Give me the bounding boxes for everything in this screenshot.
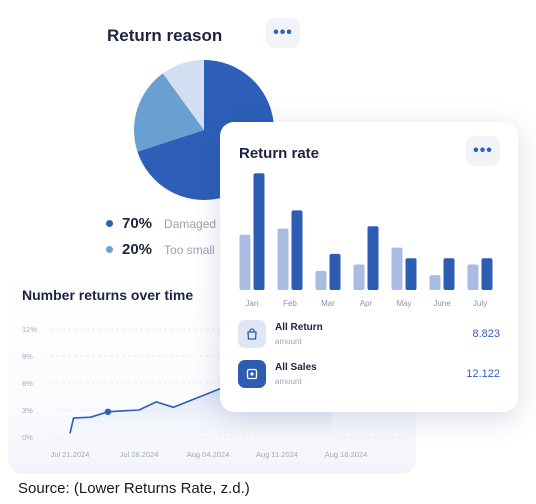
bar-july-series-1 xyxy=(467,264,479,290)
legend-item-too-small: 20% Too small xyxy=(106,241,215,258)
y-tick-label: 3% xyxy=(22,406,33,415)
y-tick-label: 12% xyxy=(22,325,37,334)
legend-dot-too-small xyxy=(106,246,113,253)
bar-feb-series-1 xyxy=(277,228,289,290)
metric-all-return: All Return amount 8.823 xyxy=(238,320,500,348)
bar-june-series-1 xyxy=(429,275,441,290)
bar-mar-series-2 xyxy=(329,253,341,290)
bar-mar-series-1 xyxy=(315,270,327,290)
line-point-marker xyxy=(104,408,112,415)
more-horizontal-icon: ••• xyxy=(473,142,493,159)
bar-may-series-1 xyxy=(391,247,403,290)
return-rate-menu-button[interactable]: ••• xyxy=(466,136,500,166)
legend-name-damaged: Damaged xyxy=(164,216,217,231)
legend-item-damaged: 70% Damaged xyxy=(106,215,216,232)
bar-apr-series-2 xyxy=(367,226,379,290)
bar-x-tick-label: June xyxy=(433,299,451,308)
y-tick-label: 6% xyxy=(22,379,33,388)
bar-x-tick-label: Jan xyxy=(246,299,259,308)
bag-icon xyxy=(238,320,266,348)
metric-value-all-return: 8.823 xyxy=(472,328,500,340)
return-reason-title: Return reason xyxy=(107,26,223,45)
x-tick-label: Aug 18.2024 xyxy=(325,450,368,459)
x-tick-label: Jul 21.2024 xyxy=(51,450,90,459)
bar-x-tick-label: July xyxy=(473,299,487,308)
metric-sub-all-sales: amount xyxy=(275,377,302,386)
x-tick-label: Jul 28.2024 xyxy=(120,450,159,459)
x-tick-label: Aug 04.2024 xyxy=(187,450,230,459)
metric-name-all-sales: All Sales xyxy=(275,362,317,373)
metric-all-sales: All Sales amount 12.122 xyxy=(238,360,500,388)
returns-over-time-title: Number returns over time xyxy=(22,287,194,303)
source-caption: Source: (Lower Returns Rate, z.d.) xyxy=(18,480,250,497)
bar-apr-series-1 xyxy=(353,264,365,290)
metric-name-all-return: All Return xyxy=(275,322,323,333)
return-reason-menu-button[interactable]: ••• xyxy=(266,18,300,48)
more-horizontal-icon: ••• xyxy=(273,24,293,41)
bar-x-tick-label: Apr xyxy=(360,299,373,308)
metric-sub-all-return: amount xyxy=(275,337,302,346)
bar-jan-series-1 xyxy=(239,234,251,290)
bar-x-tick-label: Mar xyxy=(321,299,335,308)
legend-dot-damaged xyxy=(106,220,113,227)
bar-june-series-2 xyxy=(443,258,455,290)
return-rate-card: Return rate ••• Jan Feb Mar Apr May June July … xyxy=(220,122,518,412)
return-rate-title: Return rate xyxy=(239,145,320,162)
bar-feb-series-2 xyxy=(291,210,303,290)
bar-x-tick-label: May xyxy=(396,299,411,308)
legend-name-too-small: Too small xyxy=(164,242,215,257)
legend-pct-too-small: 20% xyxy=(122,241,153,258)
x-tick-label: Aug 11.2024 xyxy=(256,450,298,459)
y-tick-label: 9% xyxy=(22,352,33,361)
tag-icon xyxy=(238,360,266,388)
bar-july-series-2 xyxy=(481,258,493,290)
bar-x-tick-label: Feb xyxy=(283,299,297,308)
y-tick-label: 0% xyxy=(22,433,33,442)
return-rate-bar-chart: Jan Feb Mar Apr May June July xyxy=(239,173,493,308)
bar-may-series-2 xyxy=(405,258,417,290)
bar-jan-series-2 xyxy=(253,173,265,290)
metric-value-all-sales: 12.122 xyxy=(466,368,500,380)
legend-pct-damaged: 70% xyxy=(122,215,153,232)
